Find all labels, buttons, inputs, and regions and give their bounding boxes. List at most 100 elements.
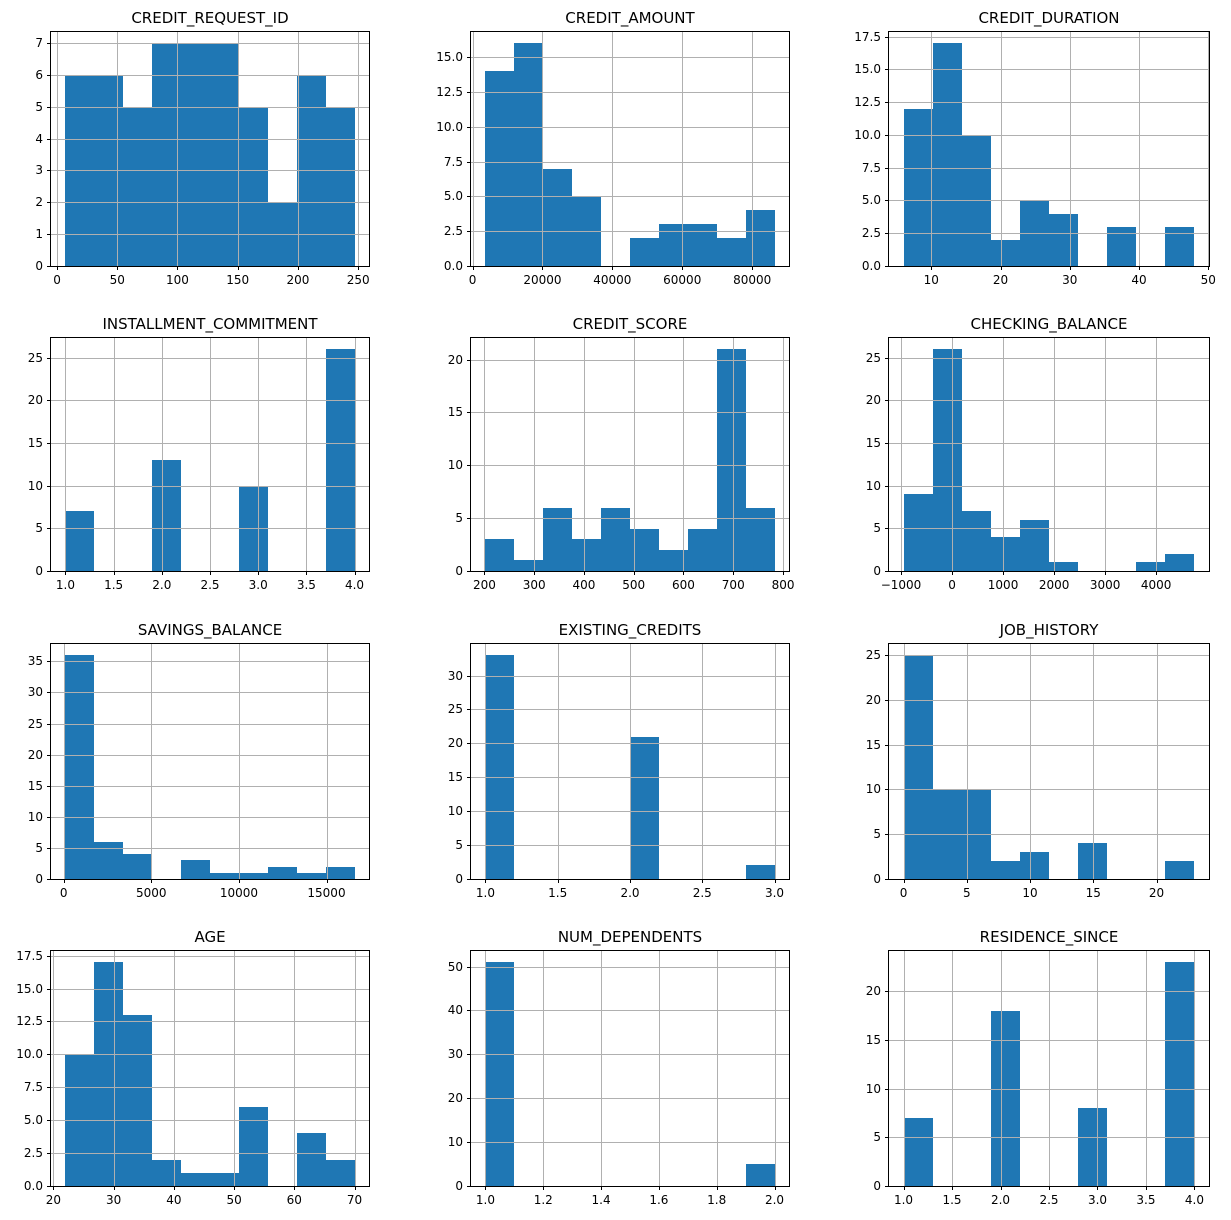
x-tick-mark bbox=[1000, 1186, 1002, 1190]
x-tick-label: 800 bbox=[771, 578, 795, 592]
gridline-horizontal bbox=[889, 528, 1209, 530]
y-tick-label: 7.5 bbox=[23, 1080, 43, 1095]
x-tick-mark bbox=[326, 879, 328, 883]
x-tick-mark bbox=[1145, 1186, 1147, 1190]
x-tick-mark bbox=[931, 266, 933, 270]
x-tick-label: 2.0 bbox=[764, 1193, 785, 1207]
gridline-horizontal bbox=[51, 138, 369, 140]
gridline-vertical bbox=[1049, 951, 1050, 1186]
gridline-horizontal bbox=[51, 106, 369, 108]
x-tick-label: 1.0 bbox=[475, 886, 495, 900]
y-tick-mark bbox=[467, 126, 471, 128]
histogram-bar bbox=[238, 106, 268, 266]
gridline-vertical bbox=[1194, 951, 1196, 1186]
histogram-bar bbox=[990, 239, 1020, 266]
subplot-checking-balance: CHECKING_BALANCE −1000 0 1000 2000 3000 4000 0 5… bbox=[866, 315, 1210, 592]
histogram-bar bbox=[94, 962, 124, 1186]
x-tick-label: 15000 bbox=[307, 886, 346, 900]
y-tick-label: 0 bbox=[35, 872, 43, 886]
x-tick-label: 2.0 bbox=[620, 886, 640, 900]
x-tick-label: 60 bbox=[286, 1193, 302, 1207]
y-tick-mark bbox=[47, 847, 51, 849]
x-tick-label: 1000 bbox=[987, 578, 1019, 592]
gridline-vertical bbox=[113, 338, 115, 571]
y-tick-label: 2 bbox=[35, 195, 43, 210]
gridline-vertical bbox=[1030, 644, 1032, 879]
y-tick-mark bbox=[467, 879, 471, 880]
x-tick-label: 4000 bbox=[1140, 578, 1172, 592]
gridline-vertical bbox=[783, 338, 785, 571]
gridline-vertical bbox=[472, 32, 474, 266]
histogram-bar bbox=[210, 872, 239, 879]
x-tick-label: 150 bbox=[226, 273, 250, 287]
x-tick-label: 0 bbox=[53, 273, 61, 287]
x-tick-label: 20 bbox=[45, 1193, 62, 1207]
y-tick-label: 17.5 bbox=[16, 948, 43, 963]
x-tick-label: 500 bbox=[622, 578, 646, 592]
histogram-bar bbox=[1165, 861, 1195, 879]
gridline-horizontal bbox=[471, 1142, 789, 1144]
gridline-horizontal bbox=[889, 102, 1209, 104]
y-tick-label: 0 bbox=[455, 872, 463, 886]
y-tick-label: 25 bbox=[865, 648, 881, 663]
y-tick-label: 0 bbox=[873, 1179, 881, 1193]
x-tick-mark bbox=[1054, 571, 1056, 575]
x-tick-label: 15 bbox=[1085, 886, 1101, 900]
gridline-horizontal bbox=[471, 1010, 789, 1012]
y-tick-mark bbox=[885, 1088, 889, 1090]
histogram-bar bbox=[932, 43, 962, 266]
histogram-bar bbox=[65, 655, 95, 879]
y-tick-label: 4 bbox=[35, 131, 43, 146]
gridline-horizontal bbox=[51, 485, 369, 487]
x-tick-mark bbox=[900, 571, 902, 575]
y-tick-label: 35 bbox=[27, 654, 43, 669]
histogram-bar bbox=[601, 507, 630, 571]
x-tick-mark bbox=[702, 879, 704, 883]
histogram-bar bbox=[1019, 852, 1049, 879]
x-tick-mark bbox=[1030, 879, 1032, 883]
gridline-vertical bbox=[161, 338, 163, 571]
gridline-vertical bbox=[234, 951, 236, 1186]
gridline-vertical bbox=[210, 338, 211, 571]
histogram-bar bbox=[903, 1117, 933, 1186]
chart-title: CREDIT_AMOUNT bbox=[565, 8, 695, 27]
gridline-vertical bbox=[1000, 32, 1002, 266]
gridline-vertical bbox=[903, 951, 905, 1186]
x-tick-mark bbox=[1194, 1186, 1196, 1190]
gridline-horizontal bbox=[889, 485, 1209, 487]
histogram-bar bbox=[687, 528, 717, 571]
gridline-horizontal bbox=[889, 36, 1209, 38]
histogram-bar bbox=[485, 71, 515, 266]
y-tick-label: 5 bbox=[35, 99, 43, 114]
y-tick-label: 0.0 bbox=[443, 259, 463, 273]
y-tick-mark bbox=[885, 655, 889, 657]
x-tick-mark bbox=[601, 1186, 603, 1190]
x-tick-label: 10 bbox=[1022, 886, 1038, 900]
gridline-horizontal bbox=[51, 816, 369, 818]
x-tick-label: 3.0 bbox=[248, 578, 268, 592]
gridline-horizontal bbox=[51, 988, 369, 990]
x-tick-mark bbox=[354, 571, 356, 575]
subplot-savings-balance: SAVINGS_BALANCE 0 5000 10000 15000 0 5 10 15 20 25… bbox=[28, 621, 370, 900]
y-tick-mark bbox=[47, 1087, 51, 1089]
gridline-vertical bbox=[177, 32, 179, 266]
gridline-horizontal bbox=[51, 1153, 369, 1155]
histogram-bar bbox=[1165, 553, 1195, 571]
gridline-horizontal bbox=[471, 743, 789, 745]
histogram-bar bbox=[152, 43, 182, 266]
y-tick-label: 20 bbox=[447, 352, 463, 367]
x-tick-label: 1.2 bbox=[533, 1193, 553, 1207]
histogram-bar bbox=[716, 238, 746, 266]
gridline-horizontal bbox=[889, 1137, 1209, 1139]
x-tick-label: 60000 bbox=[663, 273, 702, 287]
y-tick-label: 7 bbox=[35, 36, 43, 51]
x-tick-label: 100 bbox=[166, 273, 189, 287]
x-tick-label: 3.5 bbox=[1136, 1193, 1156, 1207]
histogram-bar bbox=[181, 860, 210, 879]
gridline-vertical bbox=[774, 644, 776, 879]
y-tick-mark bbox=[467, 966, 471, 968]
x-tick-mark bbox=[472, 266, 474, 270]
chart-title: SAVINGS_BALANCE bbox=[137, 620, 283, 639]
y-tick-label: 7.5 bbox=[443, 154, 463, 169]
gridline-vertical bbox=[1208, 32, 1209, 266]
